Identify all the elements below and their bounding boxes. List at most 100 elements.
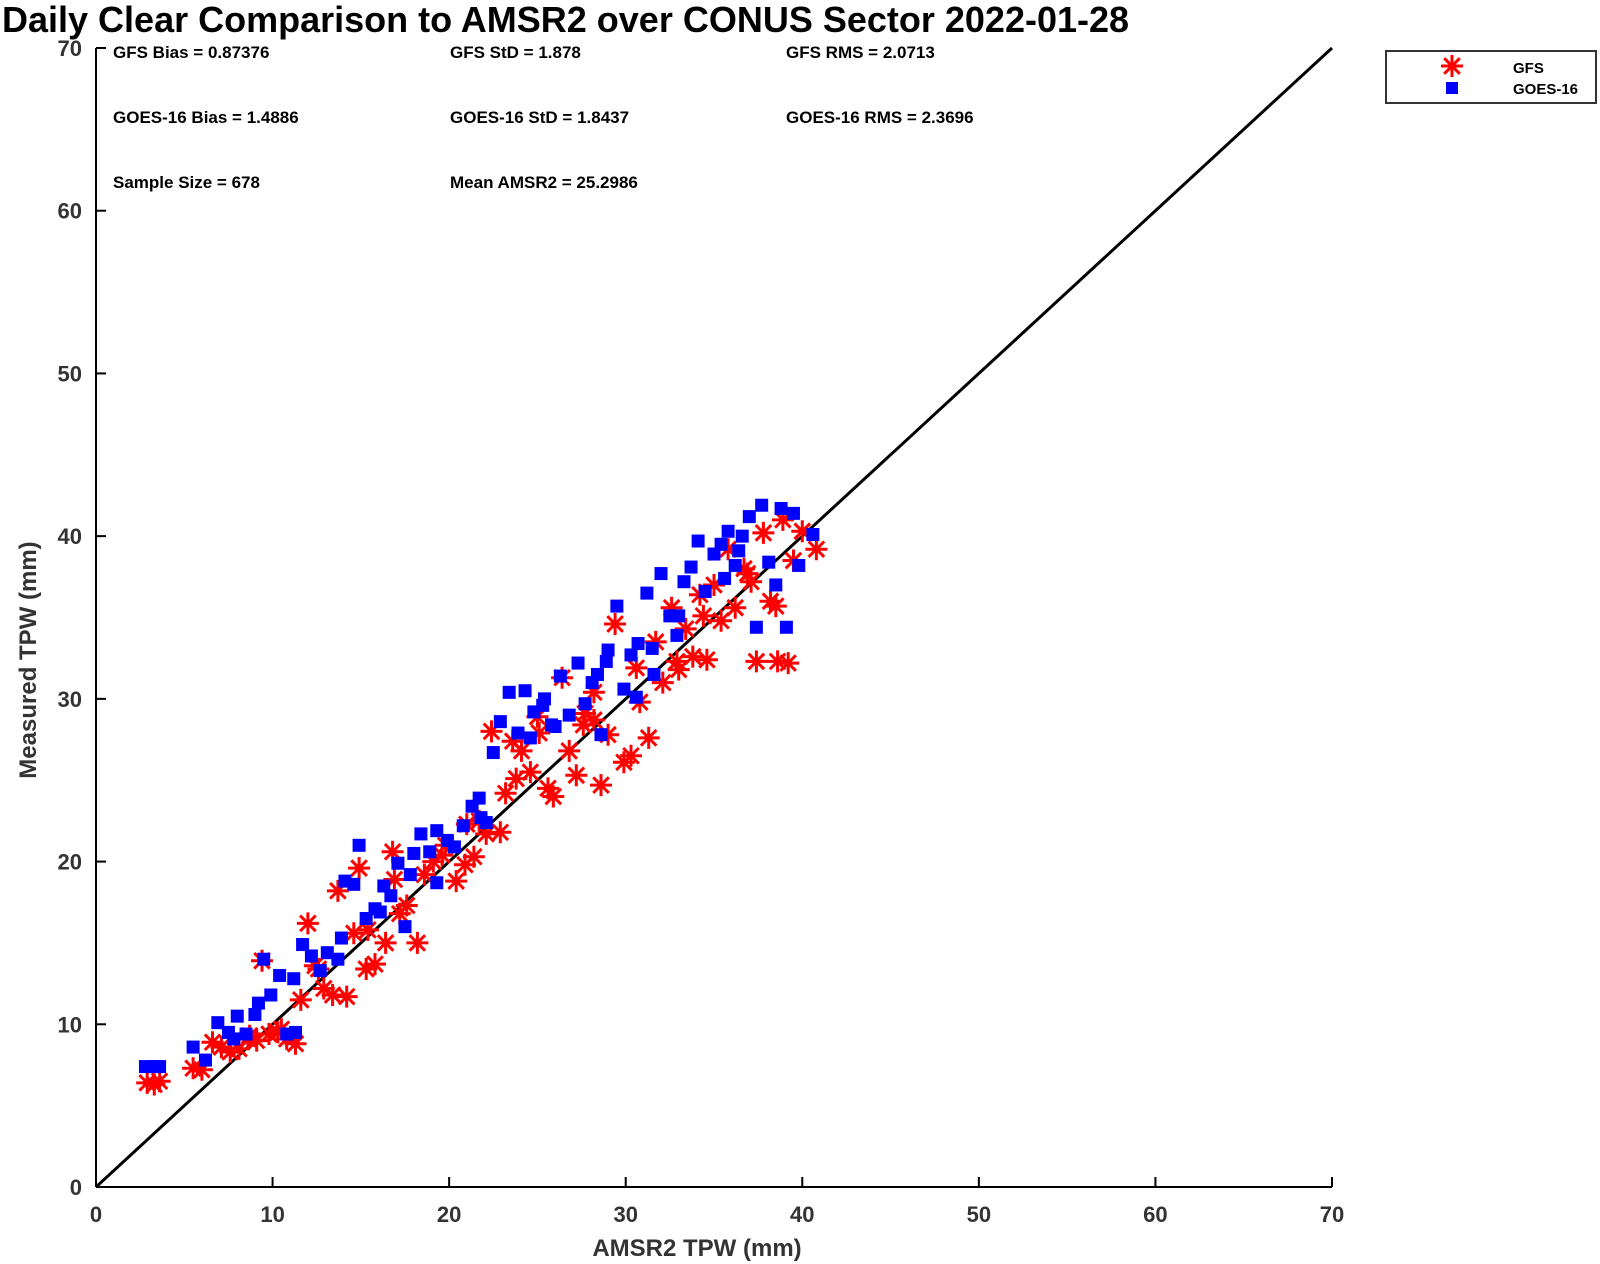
gfs-point <box>791 520 814 543</box>
gfs-point <box>771 508 794 531</box>
gfs-point <box>395 894 418 917</box>
stat-gfs-rms: GFS RMS = 2.0713 <box>786 43 935 62</box>
goes-16-point <box>806 528 820 542</box>
gfs-point <box>258 1023 280 1045</box>
legend-gfs-asterisk <box>1441 55 1463 77</box>
goes-16-point <box>403 868 417 882</box>
gfs-point <box>695 648 718 671</box>
x-axis-ticks: 0 10 20 30 40 50 60 70 <box>90 1177 1344 1227</box>
goes-16-point <box>398 920 412 934</box>
x-axis-label: AMSR2 TPW (mm) <box>592 1235 801 1262</box>
x-tick-label: 30 <box>613 1202 637 1227</box>
goes-16-point <box>334 931 348 945</box>
gfs-point <box>431 844 454 867</box>
goes-16-point <box>624 648 638 662</box>
goes-16-point <box>359 912 373 926</box>
goes-16-point <box>732 544 746 558</box>
legend-gfs-marker <box>1441 55 1463 77</box>
goes-16-point <box>289 1025 303 1039</box>
y-axis-ticks: 0 10 20 30 40 50 60 70 <box>58 36 106 1200</box>
goes-16-point <box>631 637 645 651</box>
goes-16-point <box>590 667 604 681</box>
gfs-point <box>674 617 697 640</box>
goes-16-point <box>296 938 310 952</box>
reference-line-1to1 <box>94 46 1334 1189</box>
goes-16-point <box>211 1016 225 1030</box>
legend-goes-marker <box>1446 82 1458 94</box>
gfs-point <box>528 722 551 744</box>
gfs-point <box>326 879 349 902</box>
goes-16-point <box>640 586 654 600</box>
gfs-point <box>501 730 524 753</box>
goes-16-point <box>645 641 659 655</box>
gfs-point <box>710 609 733 632</box>
goes-16-point <box>617 682 631 696</box>
goes-16-point <box>774 501 788 515</box>
legend-box <box>1385 50 1597 104</box>
goes-16-point <box>198 1053 212 1067</box>
goes-16-point <box>629 690 643 704</box>
plot-area: 0 10 20 30 40 50 60 70 0 10 20 30 40 50 60 70 <box>58 36 1345 1227</box>
goes-16-point <box>578 697 592 711</box>
goes-16-point <box>728 558 742 572</box>
gfs-point <box>745 650 768 673</box>
gfs-point <box>574 702 597 725</box>
gfs-point <box>542 785 565 808</box>
goes-16-point <box>423 845 437 859</box>
gfs-point <box>342 922 365 945</box>
gfs-point <box>289 988 312 1011</box>
goes-16-point <box>414 827 428 841</box>
stat-goes-bias: GOES-16 Bias = 1.4886 <box>113 108 299 127</box>
y-tick-label: 0 <box>70 1175 82 1200</box>
gfs-point <box>422 850 445 873</box>
goes-16-point <box>502 685 516 699</box>
gfs-point <box>660 596 683 619</box>
gfs-point <box>510 739 533 762</box>
goes-16-point <box>227 1032 241 1046</box>
goes-16-point <box>430 876 444 890</box>
goes-16-point <box>779 620 793 634</box>
goes-16-point <box>493 715 507 729</box>
goes-16-point <box>792 558 806 572</box>
goes-16-point <box>684 560 698 574</box>
goes-16-point <box>430 824 444 838</box>
gfs-point <box>777 652 800 675</box>
gfs-point <box>210 1036 233 1059</box>
y-tick-label: 60 <box>58 199 82 224</box>
gfs-point <box>805 538 828 561</box>
goes-16-point <box>391 856 405 870</box>
gfs-point <box>558 739 581 762</box>
gfs-point <box>413 863 436 886</box>
goes-16-point <box>735 529 749 543</box>
goes-16-point <box>755 498 769 512</box>
goes-16-point <box>742 510 756 524</box>
x-tick-label: 10 <box>260 1202 284 1227</box>
stat-sample-size: Sample Size = 678 <box>113 173 260 192</box>
stat-gfs-std: GFS StD = 1.878 <box>450 43 581 62</box>
stat-mean-amsr2: Mean AMSR2 = 25.2986 <box>450 173 638 192</box>
gfs-point <box>355 958 378 980</box>
gfs-point <box>136 1071 159 1094</box>
goes-16-point <box>347 877 361 891</box>
gfs-point <box>625 656 648 679</box>
goes-16-point <box>562 708 576 722</box>
goes-16-point <box>373 905 387 919</box>
gfs-point <box>321 984 344 1006</box>
gfs-point <box>724 596 747 619</box>
goes-16-point <box>647 667 661 681</box>
gfs-point <box>764 595 787 618</box>
x-tick-label: 50 <box>967 1202 991 1227</box>
gfs-point <box>182 1057 205 1080</box>
goes-16-point <box>786 506 800 520</box>
goes-16-point <box>273 968 287 982</box>
stat-goes-std: GOES-16 StD = 1.8437 <box>450 108 629 127</box>
goes-16-point <box>721 524 735 538</box>
legend: GFS GOES-16 <box>1385 50 1597 104</box>
gfs-point <box>519 761 542 784</box>
gfs-point <box>381 840 404 863</box>
y-tick-label: 30 <box>58 687 82 712</box>
goes-16-point <box>304 949 318 963</box>
goes-16-point <box>384 889 398 903</box>
gfs-point <box>406 931 429 954</box>
goes-16-point <box>670 628 684 642</box>
